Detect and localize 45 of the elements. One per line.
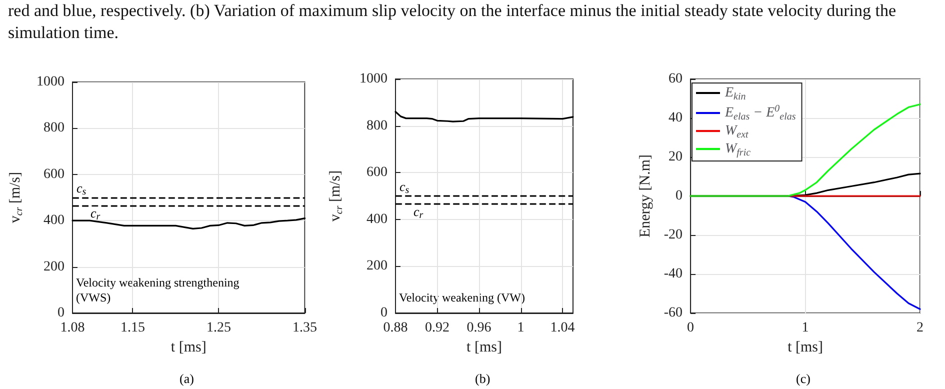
x-axis-title: t [ms] (466, 339, 502, 356)
y-tick-label: 1000 (360, 72, 388, 86)
y-tick-label: -20 (664, 228, 683, 242)
y-tick-label: 400 (44, 213, 64, 228)
annotation: Velocity weakening (VW) (399, 290, 525, 304)
x-tick-label: 1.08 (60, 320, 85, 336)
y-tick-label: -40 (664, 266, 683, 282)
y-axis-title: Energy [N.m] (638, 154, 654, 238)
y-tick-label: 40 (668, 110, 683, 126)
y-tick-label: 0 (676, 188, 683, 204)
x-tick-label: 1.15 (120, 320, 145, 336)
y-tick-label: 600 (366, 165, 388, 180)
x-tick-label: 0 (687, 320, 694, 336)
y-tick-label: 0 (58, 306, 64, 320)
y-tick-label: 0 (380, 306, 388, 320)
text: (b) (475, 371, 490, 386)
y-tick-label: 200 (366, 258, 388, 274)
y-tick-label: 60 (668, 72, 683, 86)
x-tick-label: 1.04 (550, 320, 575, 336)
x-axis-title: t [ms] (170, 339, 206, 356)
x-tick-label: 0.88 (383, 320, 408, 336)
y-tick-label: 200 (44, 259, 64, 274)
x-tick-label: 2 (916, 320, 924, 336)
x-tick-label: 0.96 (466, 320, 492, 336)
y-tick-label: 20 (668, 150, 683, 164)
y-tick-label: -60 (664, 306, 683, 320)
line-series (394, 110, 574, 122)
x-tick-label: 1 (517, 320, 524, 336)
y-tick-label: 600 (44, 166, 64, 182)
y-tick-label: 800 (44, 120, 64, 136)
x-tick-label: 1.35 (292, 320, 317, 336)
y-tick-label: 400 (366, 212, 388, 227)
text: (a) (180, 371, 194, 386)
x-tick-label: 1 (802, 320, 809, 336)
y-tick-label: 800 (366, 118, 388, 134)
line-series (690, 104, 921, 197)
x-axis-title: t [ms] (788, 339, 823, 356)
y-axis-title: vcr [m/s] (8, 172, 25, 224)
text: (c) (796, 371, 810, 386)
x-tick-label: 1.25 (206, 320, 231, 336)
annotation: Velocity weakening strengthening (VWS) (76, 276, 242, 304)
y-axis-title: vcr [m/s] (328, 170, 345, 222)
x-tick-label: 0.92 (425, 320, 450, 336)
y-tick-label: 1000 (36, 74, 64, 90)
text: red and blue, respectively. (b) Variation of maximum slip velocity on the interface minus the initial steady state velocity during the simulation time. (8, 0, 898, 44)
